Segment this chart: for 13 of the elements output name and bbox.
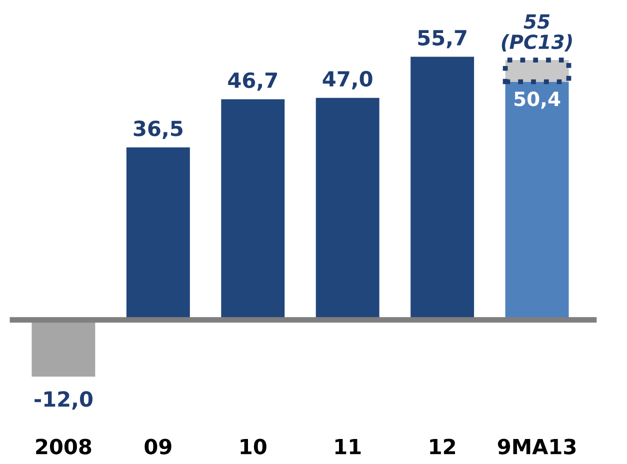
x-tick-label: 09 bbox=[144, 438, 172, 454]
data-label: -12,0 bbox=[34, 391, 92, 410]
total-label: 55 (PC13) bbox=[502, 14, 572, 52]
data-label: 36,5 bbox=[134, 120, 182, 139]
x-tick-label: 9MA13 bbox=[498, 438, 576, 454]
x-tick-label: 2008 bbox=[36, 438, 92, 454]
x-tick-label: 12 bbox=[430, 438, 455, 454]
data-label: 46,7 bbox=[228, 72, 277, 91]
x-tick-label: 11 bbox=[335, 438, 361, 454]
data-label: 50,4 bbox=[514, 92, 560, 109]
data-label: 47,0 bbox=[322, 70, 372, 90]
x-tick-label: 10 bbox=[240, 438, 266, 454]
data-label: 55,7 bbox=[418, 30, 466, 48]
